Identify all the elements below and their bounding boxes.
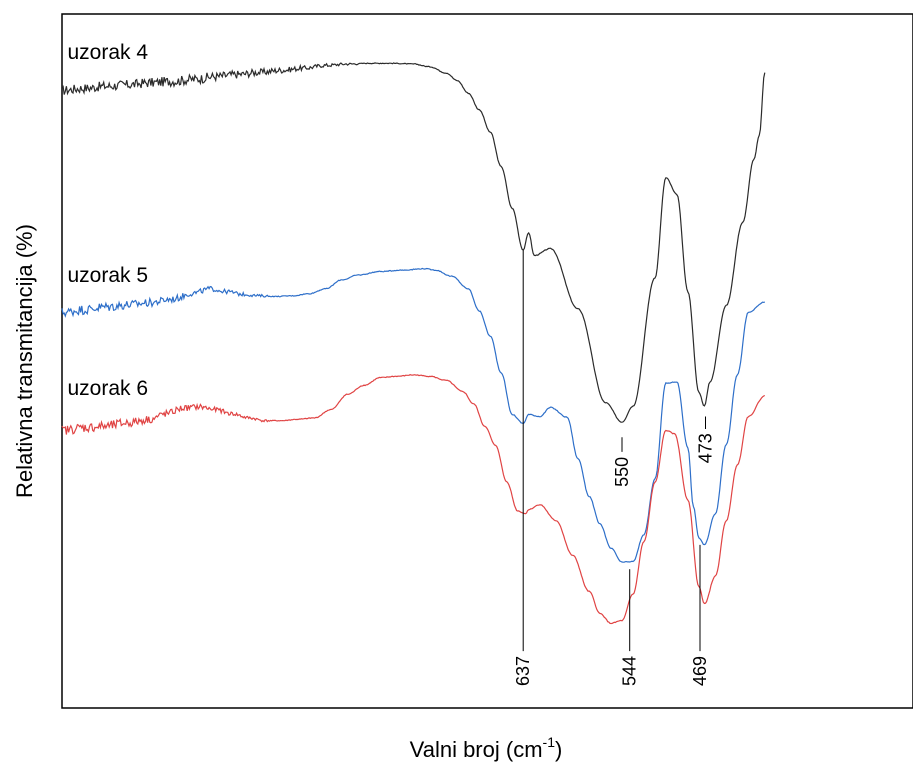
series-line-4 xyxy=(61,62,766,423)
peak-label-544: 544 xyxy=(620,656,640,686)
series-layer xyxy=(61,62,766,625)
x-axis-label: Valni broj (cm-1) xyxy=(410,734,563,762)
series-label-5: uzorak 5 xyxy=(68,264,149,287)
x-axis-label-close: ) xyxy=(555,737,562,762)
peak-label-469: 469 xyxy=(690,656,710,686)
series-label-4: uzorak 4 xyxy=(68,41,149,64)
series-label-layer: uzorak 4 uzorak 5 uzorak 6 xyxy=(68,41,149,400)
annotation-layer: 637 544 469 550 473 xyxy=(513,250,716,686)
peak-label-550: 550 xyxy=(612,457,632,487)
series-line-5 xyxy=(61,267,766,563)
plot-frame xyxy=(61,13,913,709)
peak-label-473: 473 xyxy=(696,433,716,463)
series-line-6 xyxy=(61,374,766,625)
x-axis-label-superscript: -1 xyxy=(543,734,556,750)
peak-label-637: 637 xyxy=(513,656,533,686)
series-label-6: uzorak 6 xyxy=(68,377,149,400)
x-axis-label-main: Valni broj (cm xyxy=(410,737,543,762)
y-axis-label: Relativna transmitancija (%) xyxy=(12,224,37,498)
